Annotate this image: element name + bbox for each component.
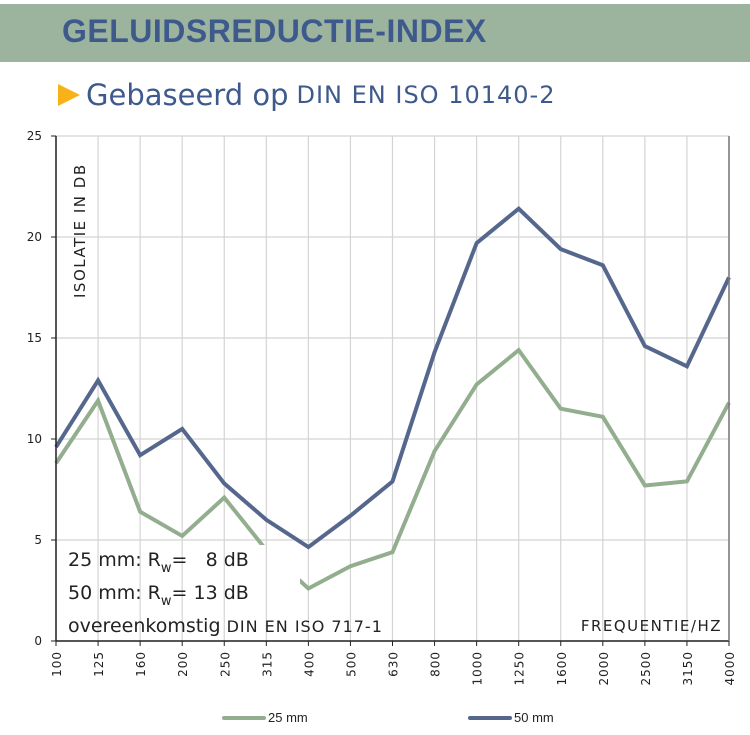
y-tick-label: 0	[34, 634, 42, 648]
legend-label: 25 mm	[268, 710, 308, 725]
y-tick-label: 10	[27, 432, 42, 446]
x-tick-label: 4000	[723, 651, 737, 686]
x-tick-label: 3150	[681, 651, 695, 686]
rw-25mm: 25 mm: Rw= 8 dB	[68, 549, 249, 576]
legend-item-50mm: 50 mm	[468, 710, 554, 725]
x-tick-label: 400	[302, 651, 316, 677]
x-tick-label: 1250	[513, 651, 527, 686]
standard-note: overeenkomstig DIN EN ISO 717-1	[68, 615, 383, 637]
x-tick-label: 125	[92, 651, 106, 677]
x-tick-label: 160	[134, 651, 148, 677]
x-tick-label: 2000	[597, 651, 611, 686]
legend-swatch-25mm	[222, 715, 266, 720]
subtitle-standard: DIN EN ISO 10140-2	[296, 81, 556, 109]
legend-label: 50 mm	[514, 710, 554, 725]
x-tick-label: 250	[218, 651, 232, 677]
series-line-25mm	[54, 347, 731, 591]
x-tick-label: 100	[50, 651, 64, 677]
y-tick-label: 20	[27, 230, 42, 244]
y-tick-label: 5	[34, 533, 42, 547]
header-band	[0, 4, 750, 62]
subtitle-prefix: Gebaseerd op	[86, 78, 289, 112]
y-tick-label: 25	[27, 129, 42, 143]
y-tick-label: 15	[27, 331, 42, 345]
subtitle: Gebaseerd op DIN EN ISO 10140-2	[58, 78, 555, 112]
series-line-50mm	[54, 206, 731, 550]
arrow-right-icon	[58, 84, 80, 106]
x-tick-label: 200	[176, 651, 190, 677]
y-axis-label: ISOLATIE IN DB	[71, 163, 89, 298]
x-tick-label: 2500	[639, 651, 653, 686]
x-axis-label: FREQUENTIE/HZ	[581, 617, 722, 635]
x-tick-label: 800	[429, 651, 443, 677]
rw-50mm: 50 mm: Rw= 13 dB	[68, 582, 249, 609]
x-tick-label: 500	[344, 651, 358, 677]
page-title: GELUIDSREDUCTIE-INDEX	[62, 13, 487, 49]
x-tick-label: 315	[260, 651, 274, 677]
legend-item-25mm: 25 mm	[222, 710, 308, 725]
legend-swatch-50mm	[468, 715, 512, 720]
x-tick-label: 1600	[555, 651, 569, 686]
x-tick-label: 1000	[471, 651, 485, 686]
x-tick-label: 630	[387, 651, 401, 677]
